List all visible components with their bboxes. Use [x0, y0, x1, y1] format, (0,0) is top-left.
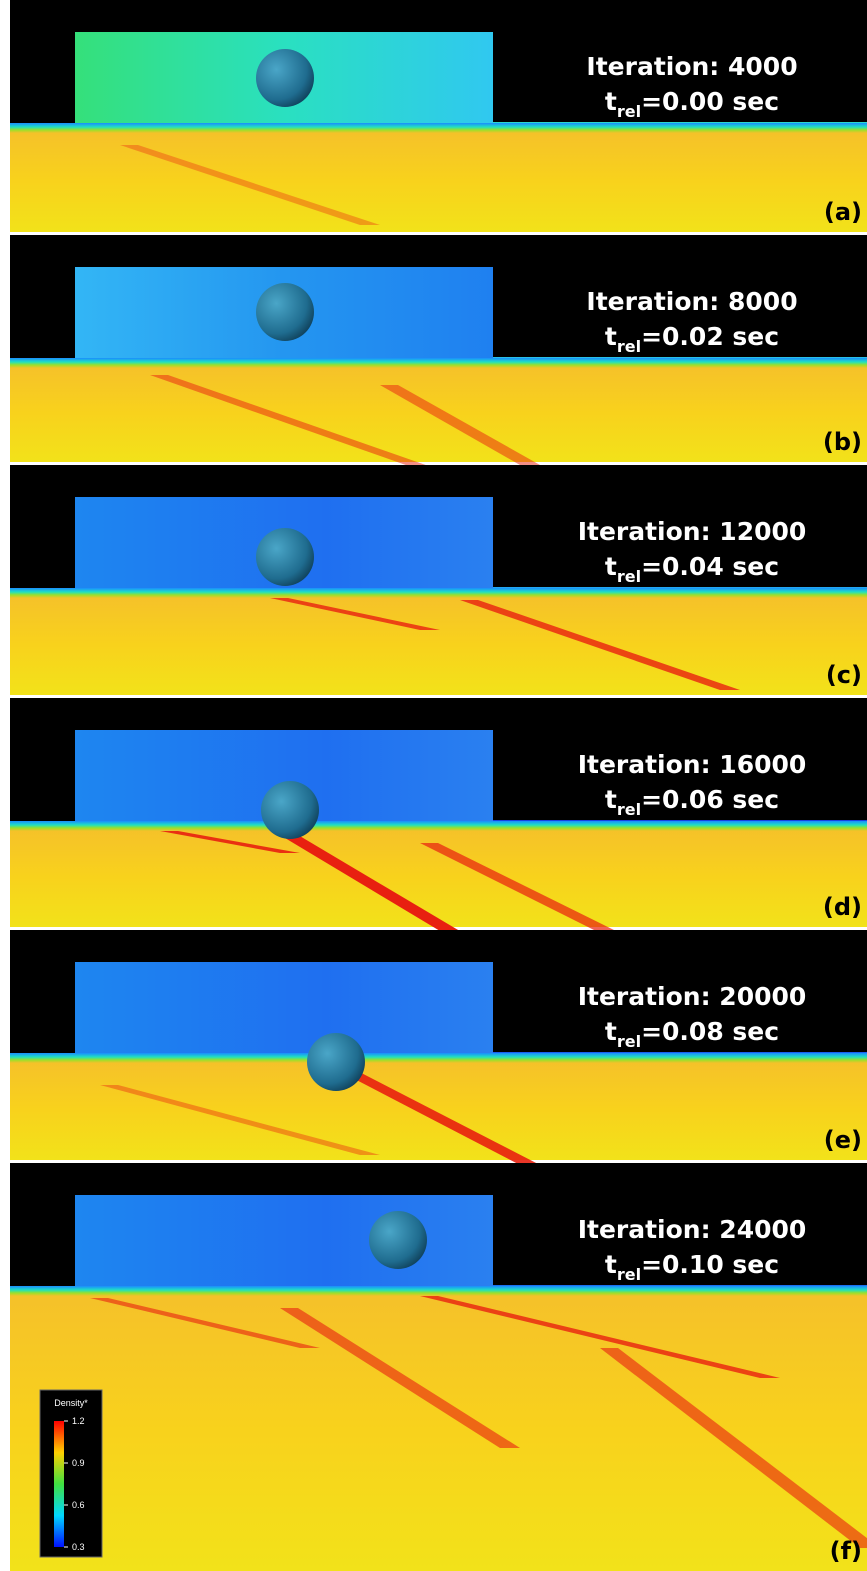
iteration-text: Iteration: 8000	[586, 287, 797, 316]
sphere	[256, 49, 314, 107]
panel: Iteration: 12000 trel=0.04 sec (c)	[10, 465, 867, 695]
time-text: trel=0.08 sec	[605, 1017, 779, 1051]
time-subscript: rel	[617, 337, 641, 356]
iteration-text: Iteration: 24000	[578, 1215, 807, 1244]
wall-layer	[10, 1286, 867, 1296]
time-subscript: rel	[617, 1032, 641, 1051]
panel: Iteration: 8000 trel=0.02 sec (b)	[10, 235, 867, 470]
freestream-flow	[10, 828, 867, 927]
shock-band	[160, 831, 300, 853]
time-text: trel=0.10 sec	[605, 1250, 779, 1284]
time-symbol: t	[605, 1017, 617, 1046]
wall-layer	[10, 588, 867, 598]
panel-label: (e)	[824, 1126, 862, 1154]
shock-band	[420, 843, 620, 933]
shock-band	[120, 145, 380, 225]
time-subscript: rel	[617, 567, 641, 586]
freestream-flow	[10, 1060, 867, 1160]
colorbar-title: Density*	[54, 1398, 88, 1408]
shock-band	[280, 1308, 520, 1448]
sphere	[256, 528, 314, 586]
freestream-flow	[10, 1293, 867, 1571]
time-value: =0.04 sec	[641, 552, 779, 581]
iteration-text: Iteration: 16000	[578, 750, 807, 779]
time-text: trel=0.06 sec	[605, 785, 779, 819]
panel-label: (b)	[823, 428, 862, 456]
wall-layer	[10, 821, 867, 831]
panel-label: (c)	[826, 661, 862, 689]
panel: Iteration: 20000 trel=0.08 sec (e)	[10, 930, 867, 1165]
cavity-flow	[75, 962, 493, 1057]
time-text: trel=0.02 sec	[605, 322, 779, 356]
time-value: =0.10 sec	[641, 1250, 779, 1279]
cavity-flow	[75, 1195, 493, 1290]
iteration-text: Iteration: 4000	[586, 52, 797, 81]
panel: Iteration: 16000 trel=0.06 sec (d)	[10, 698, 867, 943]
iteration-text: Iteration: 12000	[578, 517, 807, 546]
colorbar-tick-label: 1.2	[72, 1416, 85, 1426]
freestream-flow	[10, 130, 867, 232]
time-value: =0.02 sec	[641, 322, 779, 351]
shock-band	[150, 375, 440, 470]
panel: Iteration: 24000 trel=0.10 sec (f)	[10, 1163, 867, 1571]
time-text: trel=0.04 sec	[605, 552, 779, 586]
shock-band	[320, 1061, 540, 1165]
colorbar-tick-label: 0.3	[72, 1542, 85, 1552]
colorbar-box	[39, 1389, 103, 1558]
time-symbol: t	[605, 1250, 617, 1279]
wall-layer	[10, 358, 867, 368]
time-subscript: rel	[617, 800, 641, 819]
shock-band	[600, 1348, 867, 1548]
shock-band	[270, 598, 440, 630]
time-symbol: t	[605, 785, 617, 814]
panel-label: (f)	[830, 1537, 862, 1565]
time-subscript: rel	[617, 1265, 641, 1284]
panel: Iteration: 4000 trel=0.00 sec (a)	[10, 0, 867, 232]
time-symbol: t	[605, 322, 617, 351]
panel-label: (a)	[824, 198, 862, 226]
shock-band	[270, 829, 480, 943]
shock-band	[460, 600, 740, 690]
colorbar: Density* 1.2 0.9 0.6 0.3	[39, 1389, 103, 1558]
iteration-text: Iteration: 20000	[578, 982, 807, 1011]
shock-band	[380, 385, 540, 465]
sphere	[261, 781, 319, 839]
time-value: =0.06 sec	[641, 785, 779, 814]
time-text: trel=0.00 sec	[605, 87, 779, 121]
freestream-flow	[10, 595, 867, 695]
wall-layer	[10, 123, 867, 133]
sphere	[307, 1033, 365, 1091]
sphere	[256, 283, 314, 341]
colorbar-gradient	[54, 1421, 64, 1547]
panel-label: (d)	[823, 893, 862, 921]
time-value: =0.08 sec	[641, 1017, 779, 1046]
colorbar-tick-label: 0.9	[72, 1458, 85, 1468]
shock-band	[90, 1298, 320, 1348]
wall-layer	[10, 1053, 867, 1063]
time-value: =0.00 sec	[641, 87, 779, 116]
shock-band	[100, 1085, 380, 1155]
shock-band	[420, 1296, 780, 1378]
colorbar-tick-label: 0.6	[72, 1500, 85, 1510]
time-symbol: t	[605, 552, 617, 581]
time-subscript: rel	[617, 102, 641, 121]
sphere	[369, 1211, 427, 1269]
time-symbol: t	[605, 87, 617, 116]
